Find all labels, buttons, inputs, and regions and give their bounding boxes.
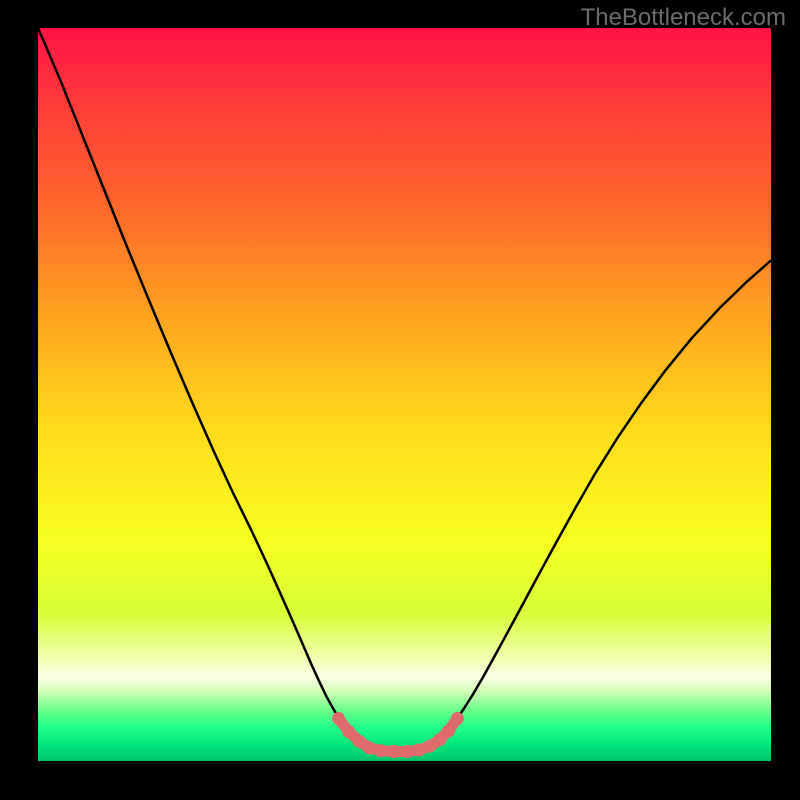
gradient-background [38, 28, 771, 761]
optimal-range-marker [375, 744, 388, 757]
optimal-range-marker [332, 712, 345, 725]
optimal-range-marker [401, 745, 414, 758]
optimal-range-marker [388, 745, 401, 758]
optimal-range-marker [342, 725, 355, 738]
plot-area [38, 28, 771, 761]
watermark-text: TheBottleneck.com [581, 4, 786, 32]
optimal-range-marker [442, 724, 455, 737]
optimal-range-marker [451, 712, 464, 725]
optimal-range-marker [363, 741, 376, 754]
chart-svg [38, 28, 771, 761]
chart-frame: TheBottleneck.com [0, 0, 800, 800]
